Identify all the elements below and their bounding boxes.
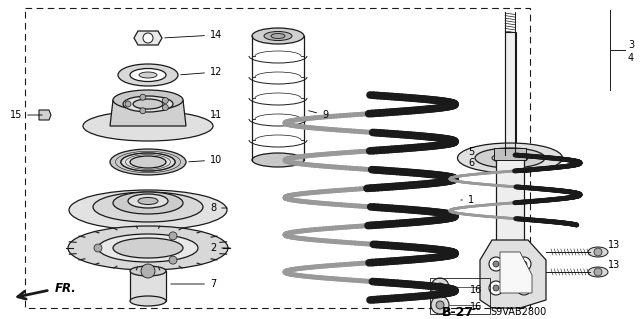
Ellipse shape [130, 69, 166, 81]
Circle shape [493, 285, 499, 291]
Circle shape [169, 256, 177, 264]
Bar [505, 32, 516, 155]
Ellipse shape [121, 153, 175, 171]
Text: 8: 8 [210, 203, 227, 213]
Circle shape [493, 261, 499, 267]
Circle shape [141, 264, 155, 278]
Polygon shape [134, 31, 162, 45]
Ellipse shape [458, 143, 563, 173]
Text: 7: 7 [171, 279, 216, 289]
Circle shape [163, 105, 168, 110]
Circle shape [125, 101, 131, 107]
Text: 16: 16 [470, 302, 483, 312]
Text: 12: 12 [180, 67, 222, 77]
Polygon shape [110, 100, 186, 126]
Ellipse shape [496, 151, 524, 159]
Circle shape [517, 281, 531, 295]
Text: 10: 10 [189, 155, 222, 165]
Ellipse shape [118, 64, 178, 86]
Ellipse shape [98, 234, 198, 262]
Ellipse shape [138, 197, 158, 204]
Circle shape [489, 257, 503, 271]
Circle shape [489, 281, 503, 295]
Ellipse shape [83, 111, 213, 141]
Ellipse shape [252, 153, 304, 167]
Circle shape [143, 33, 153, 43]
Text: 4: 4 [628, 53, 634, 63]
Circle shape [436, 283, 444, 291]
Ellipse shape [110, 149, 186, 175]
Bar [494, 148, 526, 160]
Text: 1: 1 [461, 195, 474, 205]
Ellipse shape [113, 192, 183, 214]
Circle shape [431, 278, 449, 296]
Ellipse shape [69, 190, 227, 230]
Ellipse shape [130, 296, 166, 306]
Polygon shape [480, 240, 546, 308]
Circle shape [521, 285, 527, 291]
Ellipse shape [68, 226, 228, 270]
Ellipse shape [252, 28, 304, 44]
Text: 11: 11 [210, 110, 222, 120]
Ellipse shape [139, 72, 157, 78]
Circle shape [521, 261, 527, 267]
Text: 5: 5 [468, 147, 474, 157]
Bar [430, 278, 490, 314]
Text: 3: 3 [628, 40, 634, 50]
Circle shape [431, 296, 449, 314]
Text: 13: 13 [608, 260, 620, 270]
Bar [496, 155, 524, 248]
Ellipse shape [492, 153, 528, 163]
Text: FR.: FR. [55, 281, 77, 294]
Circle shape [140, 94, 146, 100]
Ellipse shape [130, 156, 166, 168]
Ellipse shape [113, 238, 183, 258]
Bar [25, 8, 530, 308]
Polygon shape [130, 271, 166, 301]
Polygon shape [500, 252, 532, 293]
Circle shape [140, 108, 146, 114]
Circle shape [517, 257, 531, 271]
Ellipse shape [113, 90, 183, 110]
Circle shape [169, 232, 177, 240]
Text: 9: 9 [308, 110, 328, 120]
Circle shape [594, 268, 602, 276]
Circle shape [94, 244, 102, 252]
Circle shape [594, 248, 602, 256]
Ellipse shape [496, 244, 524, 252]
Ellipse shape [128, 194, 168, 208]
Circle shape [163, 98, 168, 103]
Text: 6: 6 [468, 158, 474, 168]
Text: 14: 14 [164, 30, 222, 40]
Text: 16: 16 [470, 285, 483, 295]
Ellipse shape [130, 266, 166, 276]
Ellipse shape [123, 96, 173, 112]
Text: 13: 13 [608, 240, 620, 250]
Ellipse shape [264, 32, 292, 41]
Ellipse shape [93, 192, 203, 222]
Ellipse shape [133, 99, 163, 109]
Ellipse shape [588, 247, 608, 257]
Ellipse shape [588, 267, 608, 277]
Text: B-27: B-27 [442, 306, 474, 318]
Ellipse shape [271, 33, 285, 39]
Ellipse shape [475, 148, 545, 168]
Polygon shape [39, 110, 51, 120]
Text: S9VAB2800: S9VAB2800 [490, 307, 547, 317]
Text: 15: 15 [10, 110, 42, 120]
Text: 2: 2 [210, 243, 230, 253]
Circle shape [436, 301, 444, 309]
